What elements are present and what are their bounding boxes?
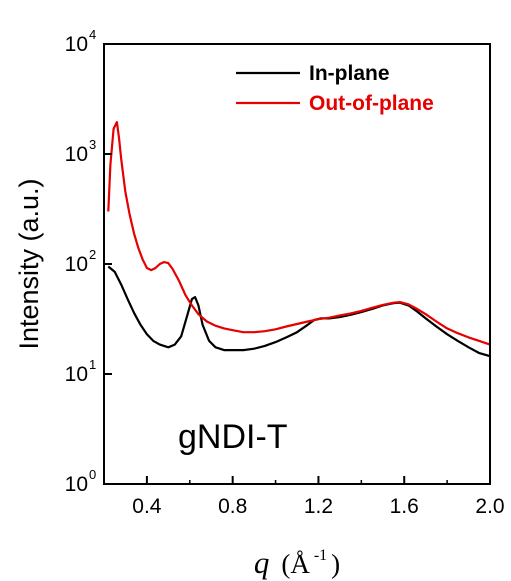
legend: In-plane Out-of-plane	[236, 62, 434, 115]
legend-label-0: In-plane	[309, 62, 390, 85]
series-line-1	[107, 121, 490, 346]
y-tick-exponent-4: 4	[89, 27, 96, 42]
y-axis-label: Intensity (a.u.)	[14, 178, 44, 349]
x-tick-label-2: 1.2	[304, 495, 333, 518]
legend-label-1: Out-of-plane	[309, 92, 434, 115]
y-tick-label-0: 10	[65, 473, 88, 496]
series-layer	[107, 121, 490, 358]
y-tick-exponent-0: 0	[89, 467, 96, 482]
x-axis-label: q (Å -1 )	[254, 545, 340, 580]
y-tick-exponent-3: 3	[89, 137, 96, 152]
y-tick-label-2: 10	[65, 253, 88, 276]
y-tick-label-3: 10	[65, 143, 88, 166]
y-tick-exponent-1: 1	[89, 357, 96, 372]
x-tick-label-4: 2.0	[475, 495, 504, 518]
y-tick-exponent-2: 2	[89, 247, 96, 262]
x-tick-label-0: 0.4	[132, 495, 162, 518]
chart-annotation: gNDI-T	[178, 418, 288, 456]
series-line-0	[107, 265, 490, 358]
x-tick-label-1: 0.8	[218, 495, 247, 518]
x-tick-label-3: 1.6	[390, 495, 419, 518]
y-tick-label-1: 10	[65, 363, 88, 386]
y-tick-label-4: 10	[65, 33, 88, 56]
